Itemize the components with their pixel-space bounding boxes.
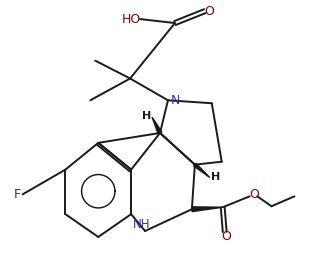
Text: O: O <box>205 5 214 18</box>
Text: O: O <box>222 230 231 243</box>
Text: H: H <box>211 172 220 182</box>
Polygon shape <box>192 207 223 212</box>
Polygon shape <box>152 117 162 134</box>
Text: HO: HO <box>121 13 141 26</box>
Text: H: H <box>142 111 151 121</box>
Text: O: O <box>249 188 259 201</box>
Text: N: N <box>170 95 180 107</box>
Polygon shape <box>194 163 210 177</box>
Text: NH: NH <box>132 218 150 231</box>
Text: F: F <box>13 188 20 201</box>
